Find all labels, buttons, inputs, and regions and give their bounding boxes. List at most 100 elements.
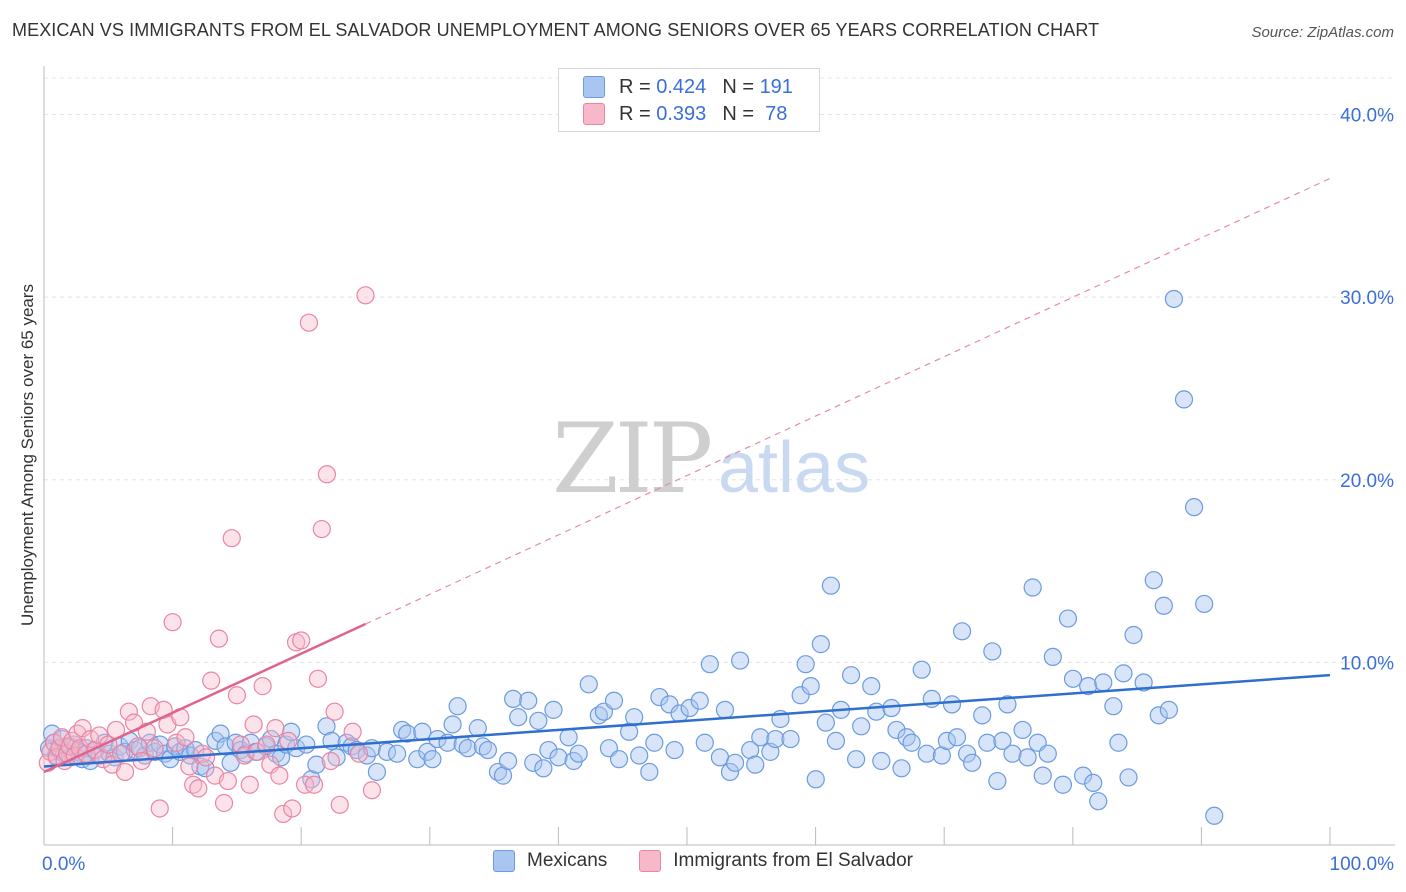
point-mexicans-116 [710, 748, 730, 767]
point-mexicans-158 [973, 706, 992, 725]
point-el-salvador-15 [81, 729, 100, 749]
watermark-zip: ZIP [552, 403, 711, 515]
point-el-salvador-52 [240, 775, 259, 794]
point-mexicans-142 [872, 751, 891, 771]
point-mexicans-64 [367, 762, 387, 782]
point-mexicans-131 [806, 770, 825, 789]
trendline-el-salvador-extended [365, 177, 1331, 625]
point-mexicans-129 [796, 655, 815, 674]
point-mexicans-146 [897, 728, 916, 747]
point-mexicans-180 [1104, 697, 1123, 716]
point-el-salvador-64 [292, 631, 311, 650]
point-el-salvador-70 [317, 465, 337, 484]
point-mexicans-130 [801, 677, 820, 696]
point-el-salvador-76 [356, 286, 375, 305]
point-el-salvador-24 [119, 702, 138, 721]
point-el-salvador-31 [150, 799, 169, 818]
y-tick-label-30: 30.0% [1340, 288, 1394, 309]
y-tick-label-40: 40.0% [1340, 106, 1394, 127]
point-el-salvador-43 [202, 671, 221, 690]
point-mexicans-115 [700, 655, 719, 674]
point-mexicans-169 [1033, 766, 1052, 785]
point-el-salvador-55 [253, 677, 272, 696]
point-mexicans-117 [715, 700, 735, 719]
point-el-salvador-61 [279, 731, 298, 751]
point-mexicans-189 [1159, 700, 1178, 719]
point-el-salvador-74 [343, 722, 362, 741]
point-mexicans-85 [504, 689, 523, 709]
point-mexicans-132 [811, 635, 830, 654]
point-mexicans-161 [988, 771, 1007, 791]
point-mexicans-139 [852, 717, 871, 736]
point-mexicans-181 [1109, 733, 1128, 752]
point-mexicans-167 [1023, 578, 1042, 597]
point-el-salvador-56 [257, 735, 276, 754]
point-mexicans-194 [1205, 806, 1224, 825]
n-value-el-salvador: 78 [765, 102, 788, 125]
point-mexicans-120 [731, 651, 750, 670]
point-el-salvador-49 [227, 686, 246, 705]
y-axis-label: Unemployment Among Seniors over 65 years [18, 283, 37, 627]
point-mexicans-143 [882, 698, 901, 718]
point-mexicans-125 [766, 729, 785, 749]
point-mexicans-93 [549, 748, 568, 767]
point-mexicans-76 [448, 697, 467, 716]
point-mexicans-173 [1058, 609, 1078, 628]
r-label: R = [619, 75, 651, 98]
point-mexicans-159 [978, 733, 997, 752]
x-tick-label-max: 100.0% [1330, 854, 1395, 875]
point-mexicans-154 [947, 728, 967, 747]
point-mexicans-114 [695, 733, 714, 752]
point-el-salvador-75 [349, 744, 369, 763]
point-mexicans-101 [604, 691, 624, 710]
point-el-salvador-71 [321, 751, 340, 771]
point-el-salvador-72 [325, 702, 344, 721]
point-mexicans-177 [1084, 773, 1103, 793]
point-mexicans-92 [544, 700, 563, 719]
point-el-salvador-62 [283, 799, 302, 818]
series-legend: Mexicans Immigrants from El Salvador [0, 850, 1406, 872]
point-mexicans-163 [998, 695, 1017, 714]
el-salvador-swatch [583, 103, 605, 125]
point-mexicans-178 [1089, 792, 1108, 811]
point-mexicans-186 [1144, 571, 1163, 590]
mexicans-legend-swatch [493, 850, 516, 872]
point-mexicans-75 [443, 715, 462, 734]
point-mexicans-171 [1043, 647, 1062, 667]
point-mexicans-145 [892, 759, 911, 778]
point-mexicans-113 [690, 691, 709, 710]
point-el-salvador-68 [308, 669, 328, 688]
point-mexicans-135 [826, 731, 846, 751]
point-mexicans-91 [539, 740, 558, 760]
point-mexicans-106 [640, 762, 659, 782]
point-mexicans-155 [952, 622, 972, 641]
trendline-mexicans [43, 673, 1331, 768]
point-mexicans-182 [1114, 664, 1133, 683]
point-mexicans-166 [1018, 748, 1037, 767]
point-mexicans-188 [1154, 596, 1173, 615]
point-mexicans-138 [847, 750, 866, 769]
point-mexicans-191 [1174, 390, 1194, 409]
point-mexicans-137 [841, 666, 861, 685]
watermark-atlas: atlas [718, 428, 870, 508]
point-mexicans-94 [559, 728, 578, 747]
stats-legend-row-el-salvador: R = 0.393 N = 78 [583, 101, 787, 127]
point-mexicans-160 [983, 642, 1002, 661]
point-mexicans-193 [1195, 594, 1214, 614]
point-mexicans-156 [957, 744, 977, 763]
point-el-salvador-35 [167, 733, 186, 752]
point-mexicans-112 [680, 698, 699, 718]
legend-item-el-salvador[interactable]: Immigrants from El Salvador [639, 850, 913, 872]
point-mexicans-133 [816, 713, 835, 732]
point-el-salvador-47 [218, 771, 237, 791]
point-mexicans-123 [751, 728, 770, 747]
legend-item-mexicans[interactable]: Mexicans [493, 850, 607, 872]
point-mexicans-140 [862, 677, 881, 696]
point-mexicans-187 [1149, 706, 1168, 725]
point-el-salvador-60 [274, 804, 293, 824]
point-mexicans-109 [660, 695, 679, 714]
point-mexicans-97 [579, 675, 598, 694]
point-mexicans-89 [529, 711, 548, 730]
point-el-salvador-69 [312, 519, 331, 539]
point-mexicans-39 [216, 737, 235, 756]
